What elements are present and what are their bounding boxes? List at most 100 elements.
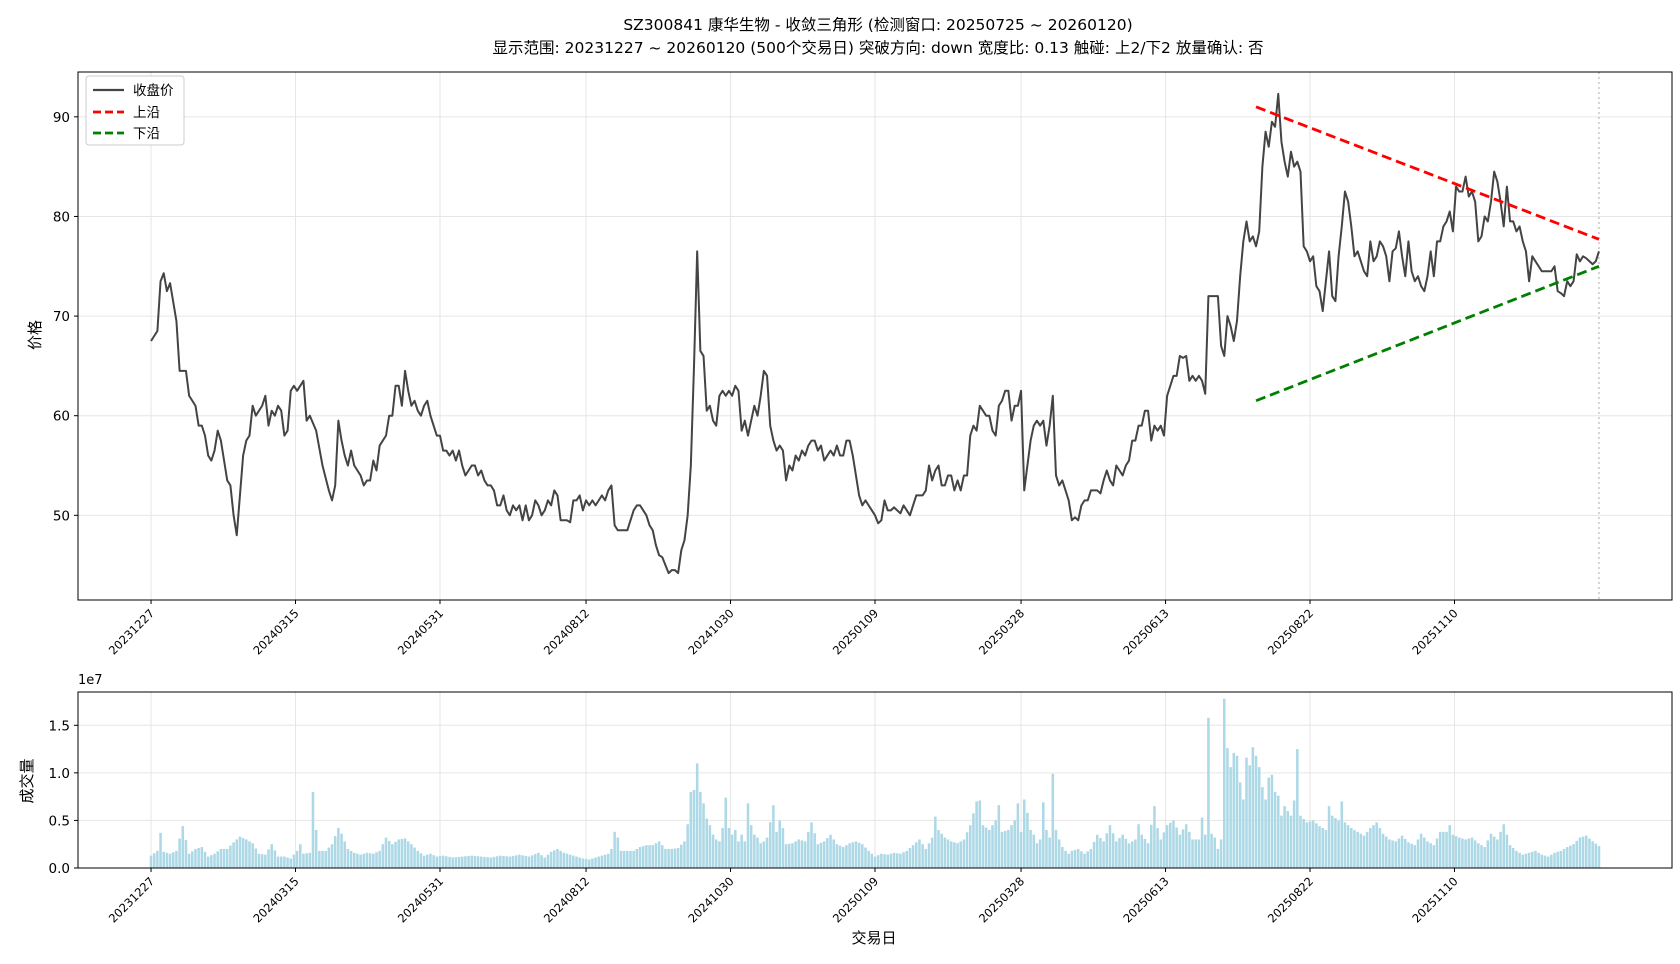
- volume-bar: [816, 844, 820, 868]
- volume-bar: [848, 843, 851, 868]
- volume-bar: [1562, 848, 1566, 868]
- volume-bar: [349, 850, 353, 868]
- volume-bar: [1324, 829, 1328, 868]
- volume-bar: [1553, 852, 1556, 868]
- volume-bar: [1432, 845, 1436, 868]
- volume-bar: [1045, 829, 1048, 868]
- volume-bar: [1064, 850, 1067, 868]
- volume-bar: [1296, 749, 1299, 868]
- volume-bar: [438, 856, 442, 868]
- volume-bar: [1321, 828, 1324, 868]
- volume-bar: [1003, 830, 1007, 868]
- price-ytick-label: 50: [53, 508, 70, 524]
- volume-bar: [533, 854, 537, 868]
- volume-bar: [464, 856, 467, 868]
- volume-bar: [883, 854, 886, 868]
- volume-bar: [740, 834, 743, 868]
- volume-bar: [822, 841, 826, 868]
- volume-bar: [1572, 844, 1575, 868]
- volume-bar: [1235, 755, 1239, 868]
- volume-bar: [521, 855, 524, 868]
- volume-bar: [467, 855, 470, 868]
- volume-bar: [1448, 825, 1451, 868]
- price-ytick-label: 70: [53, 309, 70, 325]
- volume-bar: [1588, 838, 1591, 868]
- volume-bar: [1594, 843, 1598, 868]
- volume-bar: [1372, 825, 1375, 868]
- volume-bar: [911, 845, 915, 868]
- volume-bar: [1534, 850, 1537, 868]
- volume-bar: [895, 853, 899, 868]
- volume-bar: [1134, 839, 1137, 868]
- volume-bar: [1445, 831, 1448, 868]
- volume-bar: [727, 828, 731, 868]
- volume-bar: [406, 841, 410, 868]
- volume-bar: [1597, 846, 1601, 868]
- volume-bar: [394, 841, 397, 868]
- volume-bar: [340, 833, 343, 868]
- volume-bar: [1054, 829, 1058, 868]
- volume-bar: [1203, 834, 1207, 868]
- volume-bar: [171, 852, 175, 868]
- volume-bar: [1130, 841, 1134, 868]
- volume-bar: [1340, 801, 1344, 868]
- volume-bar: [1216, 848, 1220, 868]
- volume-bar: [308, 852, 312, 868]
- volume-bar: [1210, 833, 1213, 868]
- volume-bar: [981, 825, 985, 868]
- volume-bar: [749, 825, 753, 868]
- price-xtick-label: 20240812: [541, 606, 592, 657]
- volume-bar: [635, 848, 639, 868]
- volume-bar: [1264, 799, 1267, 868]
- volume-bar: [718, 841, 721, 868]
- volume-bar: [387, 840, 391, 868]
- volume-bar: [1254, 755, 1258, 868]
- volume-bar: [222, 848, 226, 868]
- volume-bar: [435, 856, 439, 868]
- volume-bar: [1299, 815, 1302, 868]
- volume-xtick-label: 20250822: [1265, 874, 1316, 925]
- volume-bar: [578, 857, 581, 868]
- volume-bar: [1559, 850, 1563, 868]
- volume-bar: [511, 855, 515, 868]
- volume-bar: [553, 850, 556, 868]
- volume-bar: [930, 837, 934, 868]
- volume-bar: [473, 855, 477, 868]
- volume-bar: [1426, 841, 1429, 868]
- volume-bar: [168, 853, 172, 868]
- volume-bar: [400, 838, 404, 868]
- volume-bar: [584, 858, 588, 868]
- volume-bar: [1159, 839, 1163, 868]
- volume-ytick-label: 0.5: [49, 813, 70, 829]
- volume-bar: [1350, 828, 1353, 868]
- volume-bar: [470, 855, 474, 868]
- volume-bar: [622, 850, 626, 868]
- volume-bar: [213, 853, 216, 868]
- volume-bar: [1365, 831, 1369, 868]
- volume-bar: [210, 855, 213, 868]
- volume-bar: [876, 855, 880, 868]
- volume-bar: [260, 854, 264, 868]
- volume-bar: [292, 854, 296, 868]
- volume-bar: [384, 837, 388, 868]
- volume-bar: [1435, 838, 1439, 868]
- volume-bar: [997, 805, 1001, 868]
- price-xtick-label: 20250613: [1120, 606, 1171, 657]
- volume-bar: [568, 854, 572, 868]
- volume-bar: [486, 857, 489, 868]
- volume-bar: [667, 848, 670, 868]
- volume-bar: [1175, 827, 1178, 868]
- volume-bar: [518, 854, 521, 868]
- volume-bar: [927, 843, 931, 868]
- volume-bar: [1238, 782, 1242, 868]
- volume-bar: [175, 850, 178, 868]
- legend-label-close: 收盘价: [133, 82, 174, 99]
- volume-bar: [1169, 822, 1172, 868]
- volume-bar: [410, 844, 413, 868]
- volume-bar: [575, 856, 578, 868]
- volume-bar: [314, 829, 318, 868]
- volume-bar: [1289, 815, 1293, 868]
- price-xtick-label: 20250109: [830, 606, 881, 657]
- volume-bar: [924, 848, 928, 868]
